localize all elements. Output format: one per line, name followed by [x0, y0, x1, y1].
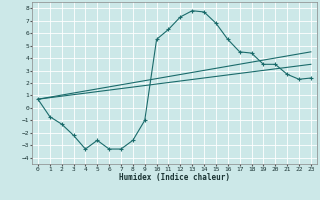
X-axis label: Humidex (Indice chaleur): Humidex (Indice chaleur): [119, 173, 230, 182]
